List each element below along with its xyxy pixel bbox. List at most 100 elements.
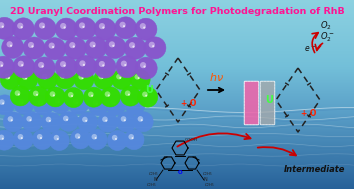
Bar: [0, 176, 354, 177]
Circle shape: [23, 37, 45, 59]
Circle shape: [8, 77, 10, 79]
FancyBboxPatch shape: [260, 81, 275, 125]
Circle shape: [129, 134, 134, 140]
Circle shape: [15, 90, 20, 96]
Text: N: N: [153, 177, 157, 182]
Circle shape: [152, 45, 154, 47]
Bar: [0, 72, 354, 73]
Circle shape: [124, 64, 126, 66]
Bar: [0, 48, 354, 49]
Circle shape: [63, 64, 65, 67]
Circle shape: [50, 94, 70, 114]
Bar: [0, 138, 354, 139]
Bar: [0, 52, 354, 53]
Circle shape: [109, 41, 115, 47]
Bar: [0, 132, 354, 133]
Circle shape: [63, 26, 66, 29]
Circle shape: [128, 94, 130, 96]
Circle shape: [0, 70, 20, 89]
Circle shape: [60, 23, 66, 29]
Circle shape: [143, 65, 145, 68]
Circle shape: [70, 129, 91, 149]
Bar: [0, 129, 354, 130]
Bar: [0, 122, 354, 123]
Circle shape: [45, 77, 47, 79]
Bar: [0, 102, 354, 103]
Circle shape: [119, 77, 121, 79]
Circle shape: [93, 100, 98, 105]
Circle shape: [115, 17, 137, 39]
Bar: [0, 56, 354, 57]
Bar: [0, 95, 354, 96]
Circle shape: [91, 95, 93, 97]
Bar: [0, 6, 354, 7]
Bar: [0, 32, 354, 33]
Circle shape: [36, 94, 38, 96]
Circle shape: [102, 64, 104, 67]
Bar: [0, 144, 354, 145]
Circle shape: [106, 95, 126, 115]
Bar: [0, 92, 354, 93]
Circle shape: [63, 88, 84, 108]
Circle shape: [124, 130, 144, 150]
Circle shape: [29, 86, 48, 106]
Bar: [0, 76, 354, 77]
Circle shape: [11, 119, 13, 121]
Circle shape: [1, 64, 3, 67]
Bar: [0, 25, 354, 26]
Circle shape: [64, 37, 86, 59]
Bar: [0, 51, 354, 52]
Circle shape: [113, 102, 115, 105]
Circle shape: [75, 56, 97, 77]
Bar: [0, 37, 354, 38]
Bar: [0, 146, 354, 147]
Circle shape: [82, 117, 88, 122]
Bar: [0, 28, 354, 29]
Circle shape: [81, 77, 84, 79]
Text: N: N: [203, 177, 207, 182]
Bar: [0, 81, 354, 82]
Circle shape: [17, 23, 23, 29]
Circle shape: [112, 69, 132, 89]
Bar: [0, 5, 354, 6]
Bar: [0, 83, 354, 84]
Bar: [0, 30, 354, 31]
Circle shape: [7, 116, 13, 122]
Circle shape: [135, 74, 140, 80]
Circle shape: [116, 74, 122, 79]
Circle shape: [104, 36, 126, 58]
Circle shape: [37, 134, 42, 139]
Circle shape: [135, 18, 157, 40]
Circle shape: [55, 98, 60, 104]
Circle shape: [38, 69, 58, 89]
Circle shape: [42, 26, 45, 28]
Text: + O: + O: [301, 109, 316, 119]
Bar: [0, 69, 354, 70]
Text: U: U: [145, 85, 153, 95]
Circle shape: [142, 91, 148, 97]
Bar: [0, 155, 354, 156]
Bar: [0, 47, 354, 48]
Circle shape: [69, 42, 75, 48]
Circle shape: [74, 18, 96, 40]
Bar: [0, 100, 354, 101]
Bar: [0, 139, 354, 140]
Bar: [0, 180, 354, 181]
Circle shape: [132, 102, 135, 104]
Circle shape: [2, 102, 4, 104]
Circle shape: [14, 94, 34, 114]
Text: $h\nu$: $h\nu$: [209, 71, 223, 83]
Circle shape: [121, 61, 127, 67]
Bar: [0, 90, 354, 91]
Bar: [0, 61, 354, 62]
Circle shape: [79, 60, 86, 67]
Bar: [0, 70, 354, 71]
Bar: [0, 113, 354, 114]
Bar: [0, 35, 354, 36]
Circle shape: [38, 62, 44, 68]
Circle shape: [88, 95, 108, 115]
Circle shape: [143, 26, 145, 29]
Circle shape: [138, 116, 143, 122]
Circle shape: [2, 138, 4, 140]
Circle shape: [85, 37, 107, 59]
